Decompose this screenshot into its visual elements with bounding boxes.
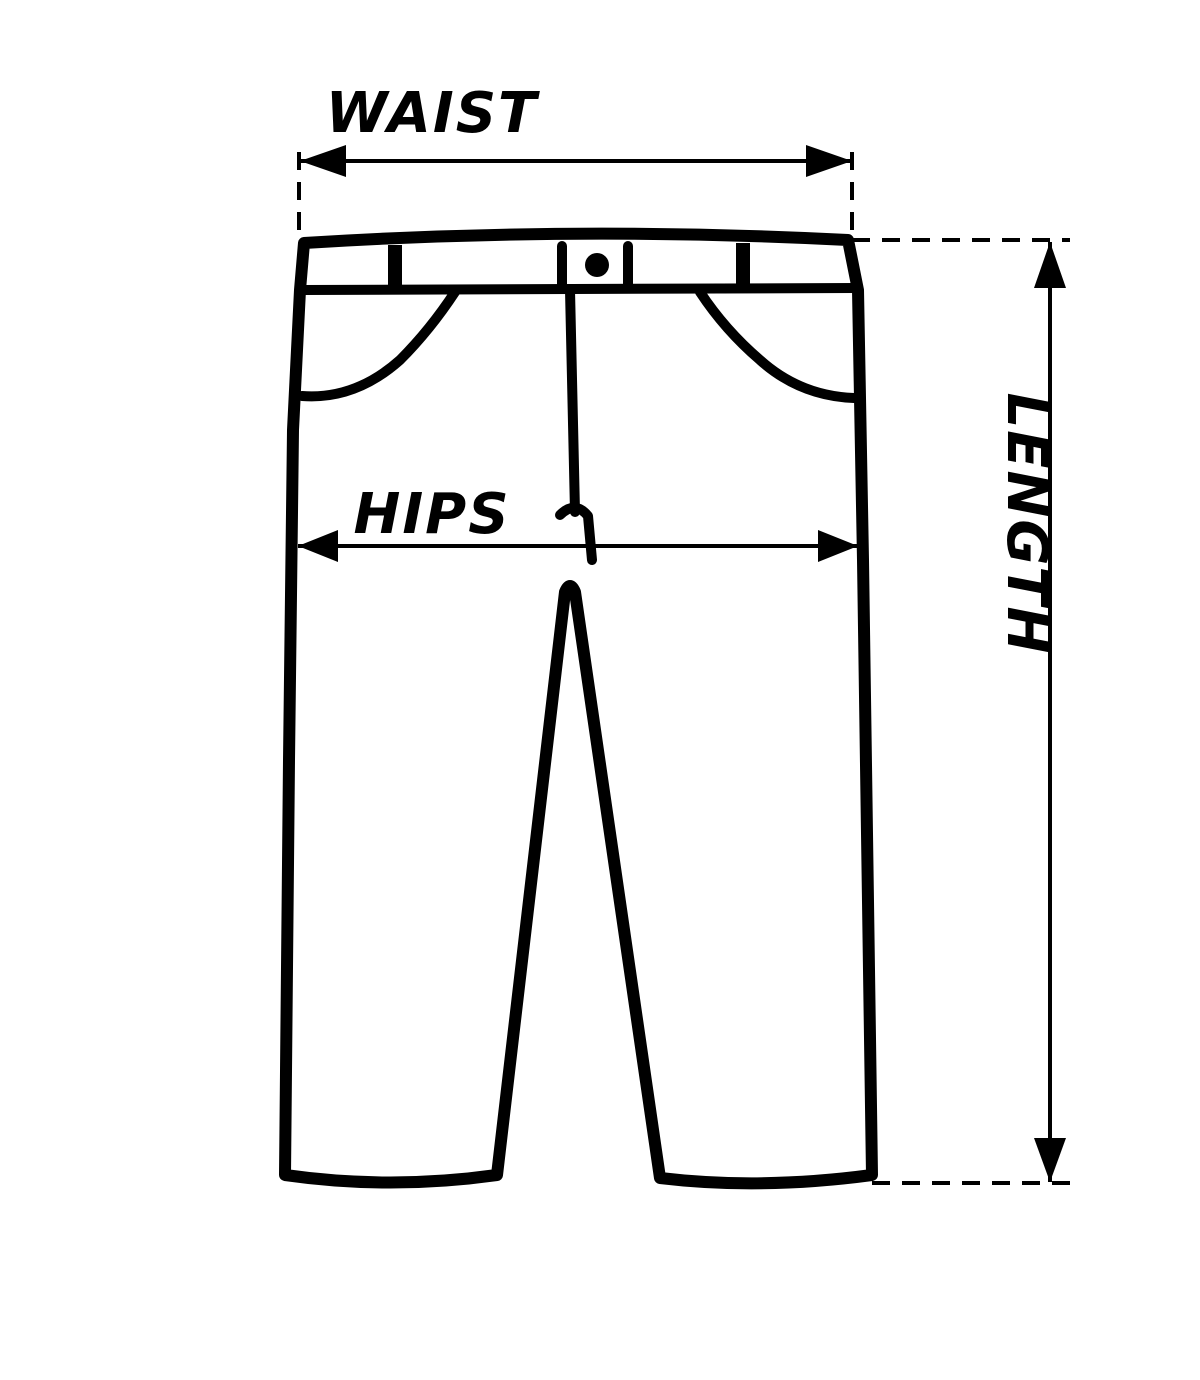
hips-arrow-left [298, 530, 338, 562]
pants-illustration [279, 227, 878, 1190]
pocket-right [695, 287, 859, 403]
length-dimension: LENGTH [852, 238, 1070, 1185]
hips-dimension: HIPS [298, 482, 858, 562]
waist-dimension: WAIST [297, 81, 854, 240]
waist-arrow-left [300, 145, 346, 177]
length-arrow-top [1034, 242, 1066, 288]
waist-arrow-right [806, 145, 852, 177]
belt-loop-left [388, 245, 402, 289]
pocket-left [297, 287, 460, 402]
length-label: LENGTH [994, 393, 1059, 656]
button-icon [585, 253, 609, 277]
length-arrow-bottom [1034, 1138, 1066, 1182]
crotch-seam [555, 502, 597, 565]
pants-outline [279, 227, 878, 1190]
waist-label: WAIST [326, 81, 540, 146]
waistband-line [299, 283, 861, 295]
hips-label: HIPS [353, 482, 510, 547]
belt-loop-right [736, 243, 750, 288]
hips-arrow-right [818, 530, 858, 562]
fly-seam [565, 285, 580, 517]
